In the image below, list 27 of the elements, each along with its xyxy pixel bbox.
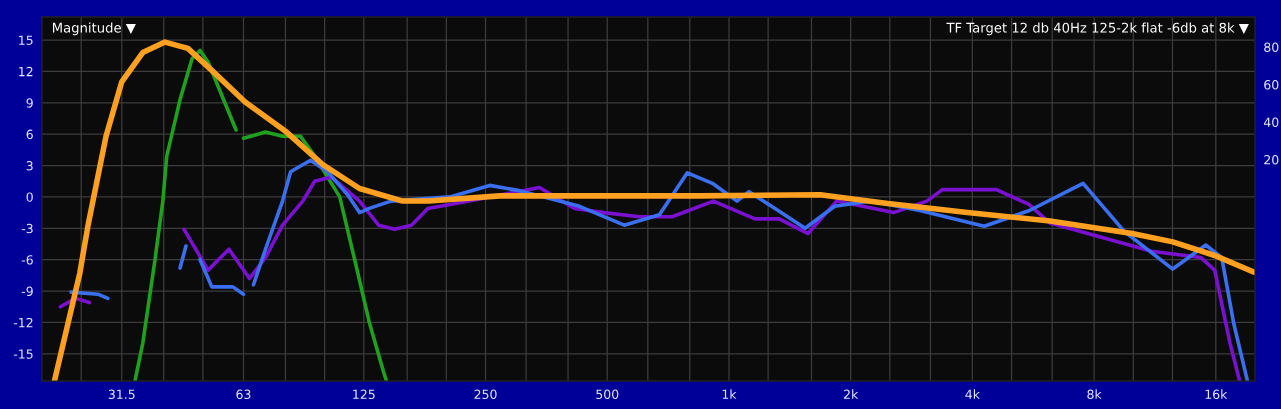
x-tick-label: 1k bbox=[722, 389, 737, 399]
y-tick-label: -15 bbox=[13, 349, 33, 359]
x-tick-label: 63 bbox=[236, 389, 251, 400]
y-tick-label: -9 bbox=[21, 286, 33, 296]
x-tick-label: 125 bbox=[353, 389, 375, 400]
y-tick-label: -6 bbox=[21, 255, 33, 265]
x-tick-label: 8k bbox=[1087, 389, 1102, 400]
x-tick-label: 16k bbox=[1205, 389, 1228, 400]
y-tick-label: -12 bbox=[13, 317, 33, 328]
y-tick-label: 12 bbox=[19, 66, 33, 77]
x-tick-label: 31.5 bbox=[108, 389, 135, 400]
y2-tick-label: 20 bbox=[1264, 155, 1279, 165]
chart-subtitle: TF Target 12 db 40Hz 125-2k flat -6db at 8k ▼ bbox=[946, 22, 1249, 36]
x-tick-label: 2k bbox=[843, 389, 859, 399]
y2-tick-label: 40 bbox=[1263, 117, 1279, 127]
y-tick-label: 0 bbox=[26, 192, 33, 202]
x-tick-label: 250 bbox=[474, 389, 497, 400]
y-tick-label: 3 bbox=[26, 161, 33, 171]
chart-title: Magnitude ▼ bbox=[53, 22, 136, 36]
y-tick-label: -3 bbox=[21, 223, 33, 234]
y-tick-label: 15 bbox=[19, 35, 33, 45]
x-tick-label: 4k bbox=[965, 389, 980, 399]
x-tick-label: 500 bbox=[596, 389, 619, 400]
y-tick-label: 6 bbox=[26, 129, 33, 140]
y2-tick-label: 80 bbox=[1264, 42, 1279, 52]
y-tick-label: 9 bbox=[26, 98, 33, 108]
y2-tick-label: 60 bbox=[1264, 80, 1279, 90]
